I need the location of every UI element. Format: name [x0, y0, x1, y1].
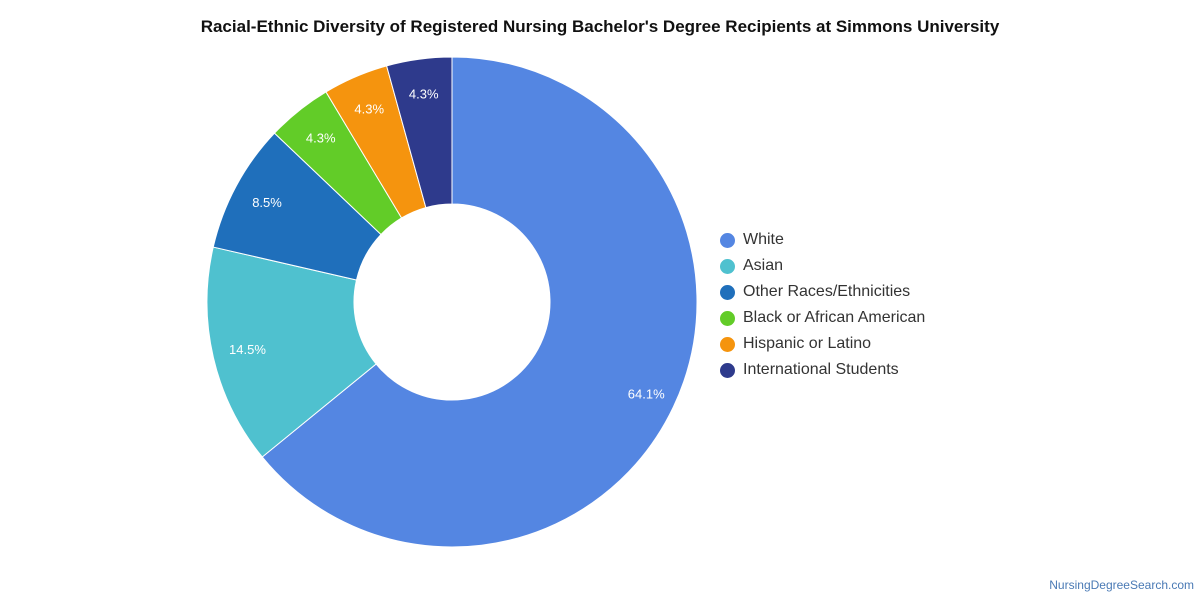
legend-label: Black or African American	[743, 309, 926, 326]
legend-label: Other Races/Ethnicities	[743, 283, 911, 300]
legend-item-hispanic-or-latino[interactable]: Hispanic or Latino	[720, 331, 925, 357]
legend-label: International Students	[743, 361, 899, 378]
legend-label: Asian	[743, 257, 784, 274]
legend-swatch-icon	[720, 362, 735, 378]
donut-slice-international-students[interactable]	[385, 56, 453, 209]
slice-label-asian: 14.5%	[229, 342, 266, 357]
legend-swatch-icon	[720, 310, 735, 326]
chart-legend: White Asian Other Races/Ethnicities Black o…	[720, 227, 925, 383]
legend-item-asian[interactable]: Asian	[720, 253, 925, 279]
chart-title: Racial-Ethnic Diversity of Registered Nu…	[200, 17, 1000, 36]
legend-item-black-or-african-american[interactable]: Black or African American	[720, 305, 925, 331]
slice-label-black-or-african-american: 4.3%	[306, 131, 336, 146]
legend-swatch-icon	[720, 336, 735, 352]
donut-slice-asian[interactable]	[206, 246, 377, 458]
legend-item-white[interactable]: White	[720, 227, 925, 253]
legend-swatch-icon	[720, 232, 735, 248]
slice-label-international-students: 4.3%	[409, 86, 439, 101]
donut-slice-white[interactable]	[261, 56, 698, 548]
legend-swatch-icon	[720, 284, 735, 300]
legend-item-other-races-ethnicities[interactable]: Other Races/Ethnicities	[720, 279, 925, 305]
legend-label: Hispanic or Latino	[743, 335, 872, 352]
source-credit-link[interactable]: NursingDegreeSearch.com	[1049, 578, 1194, 592]
legend-label: White	[743, 231, 784, 248]
slice-label-other-races-ethnicities: 8.5%	[252, 195, 282, 210]
slice-label-white: 64.1%	[628, 387, 665, 402]
legend-item-international-students[interactable]: International Students	[720, 357, 925, 383]
legend-swatch-icon	[720, 258, 735, 274]
slice-label-hispanic-or-latino: 4.3%	[354, 102, 384, 117]
